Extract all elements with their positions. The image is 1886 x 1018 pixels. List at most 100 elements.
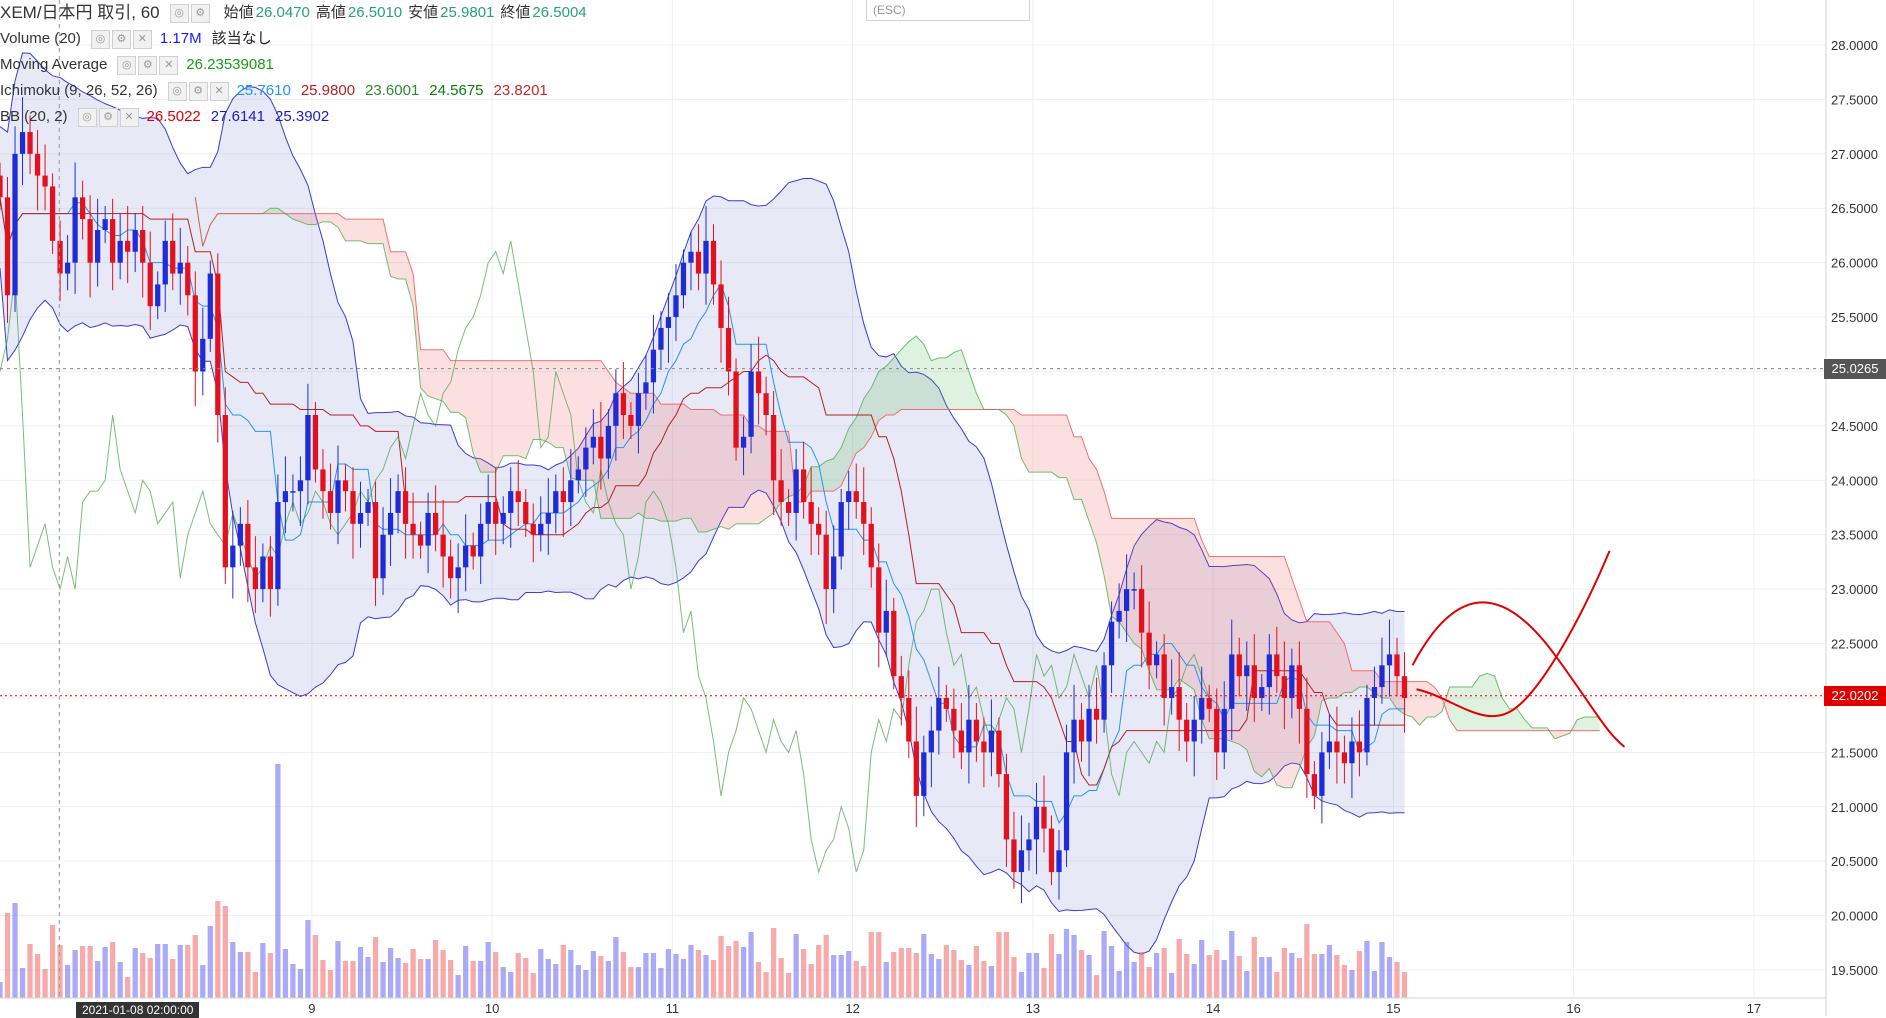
volume-bar: [718, 936, 724, 998]
candle-body: [846, 491, 852, 503]
candle-body: [440, 534, 446, 557]
volume-bar: [290, 964, 296, 998]
volume-bar: [1101, 931, 1107, 998]
candle-body: [1123, 589, 1130, 611]
cloud-segment: [1089, 458, 1097, 543]
volume-bar: [34, 954, 41, 998]
volume-bar: [1086, 955, 1092, 998]
candle-body: [12, 153, 18, 296]
cloud-segment: [811, 466, 819, 492]
candle-body: [936, 697, 942, 731]
cloud-segment: [833, 447, 842, 492]
cloud-segment: [1577, 716, 1585, 731]
volume-bar: [1356, 951, 1363, 998]
candle-body: [688, 251, 694, 263]
eye-icon[interactable]: ◎: [167, 81, 187, 101]
candle-body: [1364, 697, 1370, 753]
gear-icon[interactable]: ⚙: [188, 81, 208, 101]
candle-body: [665, 317, 672, 328]
candle-body: [500, 512, 506, 524]
volume-bar: [140, 953, 146, 998]
candle-body: [808, 502, 814, 524]
cloud-segment: [660, 404, 669, 522]
ichimoku-kijun: 25.9800: [300, 82, 356, 99]
close-icon[interactable]: ✕: [159, 55, 179, 75]
price-axis: 28.0000 27.5000 27.0000 26.5000 26.0000 25.50…: [1831, 38, 1878, 978]
volume-bar: [921, 934, 927, 998]
ichimoku-title[interactable]: Ichimoku (9, 26, 52, 26): [0, 82, 158, 99]
price-tick-label: 26.5000: [1831, 201, 1878, 216]
volume-bar: [1379, 942, 1385, 998]
candle-body: [185, 262, 191, 296]
candle-body: [1138, 589, 1145, 633]
volume-bar: [1236, 956, 1242, 998]
volume-bar: [95, 961, 101, 998]
volume-bar: [1056, 954, 1062, 998]
volume-bar: [1093, 975, 1100, 998]
gear-icon[interactable]: ⚙: [98, 107, 118, 127]
close-icon[interactable]: ✕: [209, 81, 229, 101]
volume-bar: [958, 960, 964, 998]
volume-bar: [1011, 957, 1017, 998]
candle-body: [748, 371, 754, 437]
last-price-badge: 22.0202: [1824, 685, 1886, 706]
candle-body: [132, 230, 138, 252]
volume-title[interactable]: Volume (20): [0, 30, 81, 47]
close-icon[interactable]: ✕: [119, 107, 139, 127]
cloud-segment: [420, 349, 429, 396]
candle-body: [1229, 654, 1235, 709]
cloud-segment: [698, 409, 707, 532]
legend-volume-row: Volume (20) ◎ ⚙ ✕ 1.17M 該当なし: [0, 26, 587, 52]
gear-icon[interactable]: ⚙: [138, 55, 158, 75]
cloud-segment: [946, 352, 954, 410]
high-value: 26.5010: [347, 4, 403, 21]
volume-bar: [1146, 967, 1152, 998]
eye-icon[interactable]: ◎: [77, 107, 97, 127]
price-tick-label: 28.0000: [1831, 38, 1878, 53]
eye-icon[interactable]: ◎: [117, 55, 137, 75]
cloud-segment: [751, 425, 759, 524]
symbol-title[interactable]: XEM/日本円 取引, 60: [0, 3, 160, 22]
candle-body: [575, 469, 581, 481]
volume-bar: [538, 949, 544, 998]
volume-bar: [703, 955, 709, 998]
candle-body: [485, 502, 491, 524]
cloud-segment: [826, 458, 834, 492]
volume-bar: [440, 950, 446, 998]
volume-bar: [613, 937, 619, 998]
volume-bar: [1191, 964, 1197, 998]
price-tick-label: 24.5000: [1831, 419, 1878, 434]
price-tick-label: 20.5000: [1831, 854, 1878, 869]
volume-bar: [981, 961, 987, 998]
cloud-segment: [1434, 687, 1443, 717]
esc-hint[interactable]: (ESC): [866, 0, 1030, 21]
cloud-segment: [1059, 415, 1067, 478]
volume-bar: [387, 948, 394, 998]
volume-bar: [252, 972, 258, 998]
price-tick-label: 25.5000: [1831, 310, 1878, 325]
volume-value: 1.17M: [159, 30, 202, 47]
cloud-segment: [1081, 436, 1090, 522]
ma-title[interactable]: Moving Average: [0, 56, 108, 73]
cloud-segment: [525, 360, 534, 459]
cloud-segment: [390, 251, 399, 279]
candle-body: [327, 491, 334, 513]
cloud-segment: [1291, 578, 1300, 788]
bb-title[interactable]: BB (20, 2): [0, 108, 68, 125]
volume-bar: [793, 934, 799, 998]
volume-bar: [1296, 958, 1302, 998]
volume-bar: [485, 942, 491, 998]
ichimoku-span-a-line: [194, 197, 1600, 789]
close-icon[interactable]: ✕: [132, 29, 152, 49]
gear-icon[interactable]: ⚙: [190, 3, 210, 23]
volume-bar: [282, 949, 289, 998]
eye-icon[interactable]: ◎: [90, 29, 110, 49]
eye-icon[interactable]: ◎: [169, 3, 189, 23]
gear-icon[interactable]: ⚙: [111, 29, 131, 49]
cloud-segment: [307, 213, 316, 225]
volume-bar: [365, 957, 371, 998]
cloud-segment: [713, 409, 722, 530]
volume-bar: [838, 955, 844, 998]
volume-bar: [320, 960, 326, 998]
